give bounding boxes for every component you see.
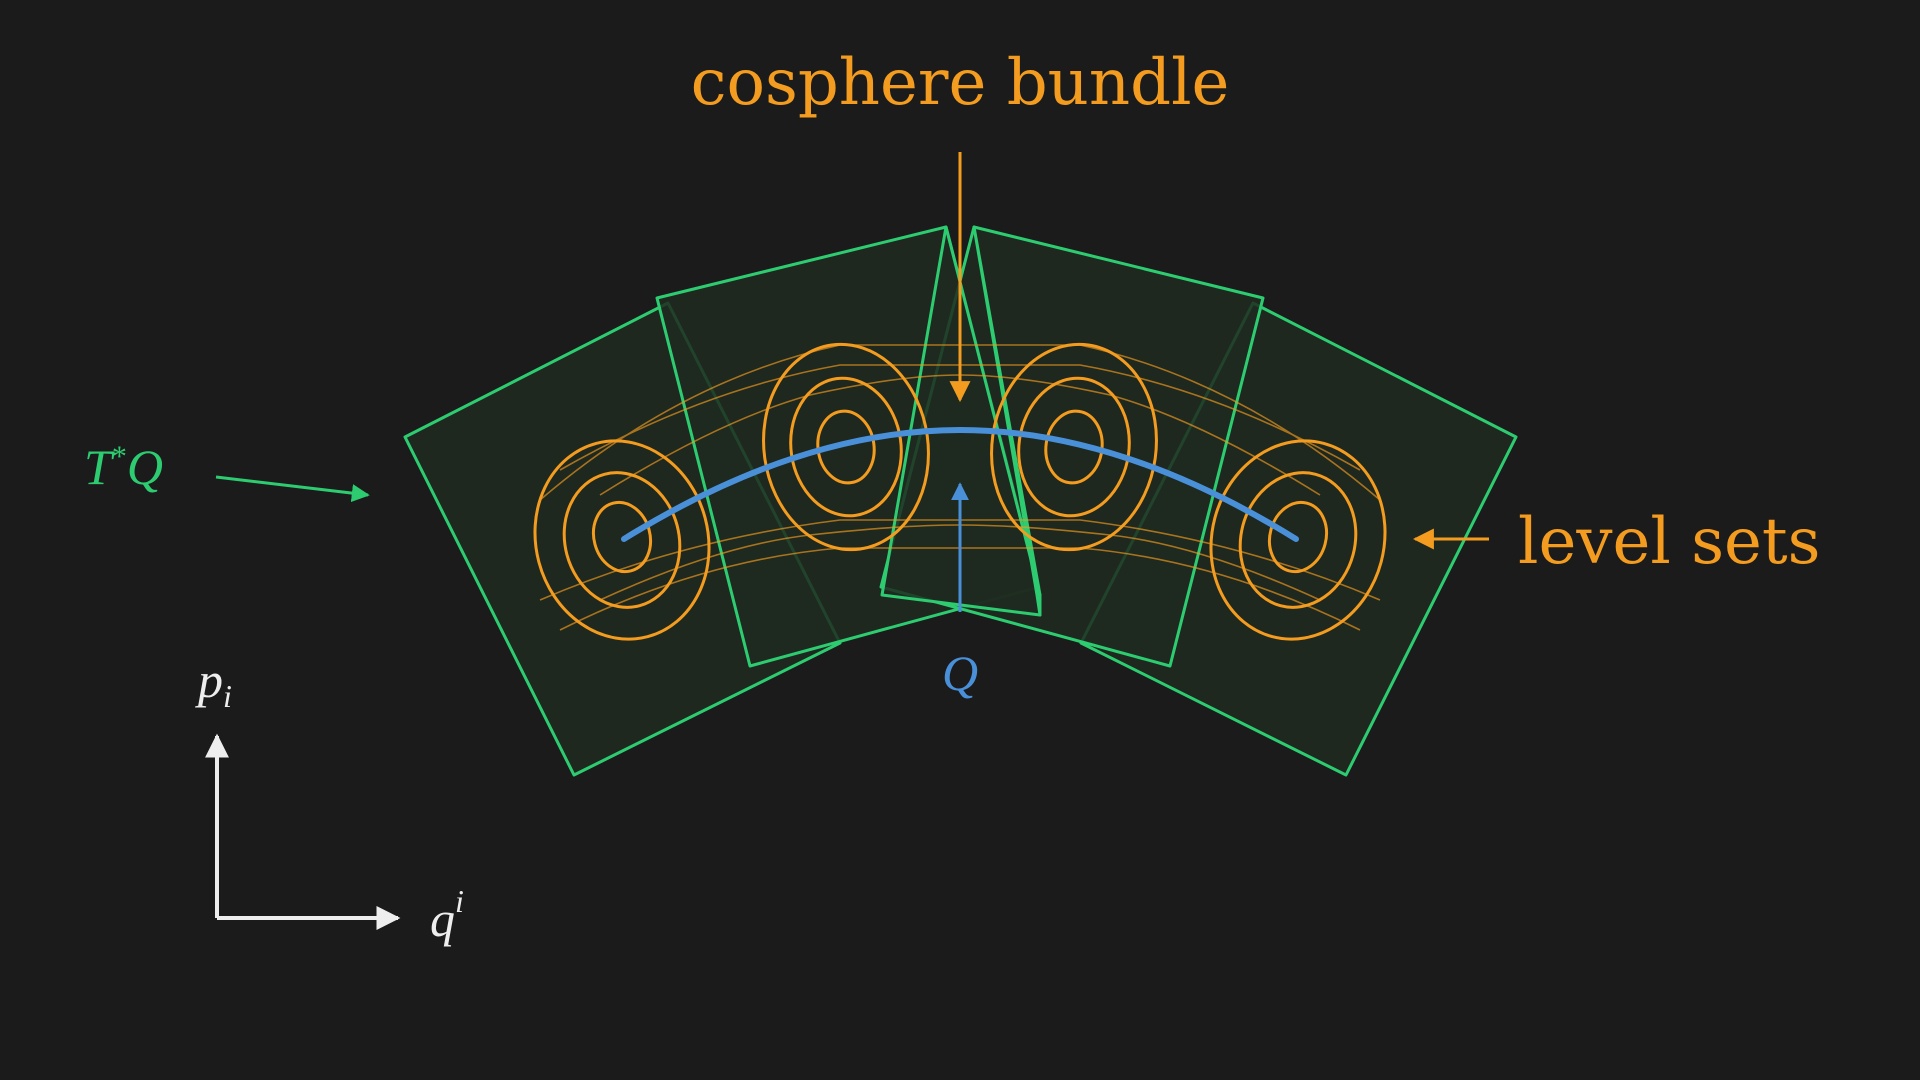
zero-section-label: Q: [942, 645, 978, 701]
cosphere-bundle-label: cosphere bundle: [691, 46, 1230, 120]
level-set-right-middle: [1238, 471, 1358, 609]
level-set-left-middle: [562, 471, 682, 609]
fiber-sheet-center-right: [972, 225, 1042, 617]
cotangent-bundle-label-Q: Q: [127, 439, 163, 495]
p-axis-label-symbol: p: [195, 652, 223, 708]
p-axis-label-index: i: [223, 678, 232, 714]
level-set-inner-right-outer: [990, 342, 1158, 552]
cotangent-bundle-arrow: [215, 475, 370, 503]
level-set-right-inner: [1267, 500, 1329, 574]
level-set-inner-left-middle: [789, 376, 903, 518]
level-set-inner-right-middle: [1017, 376, 1131, 518]
coordinate-axes: pi qi: [195, 652, 464, 947]
level-sets-label: level sets: [1518, 505, 1820, 579]
q-axis-label-index: i: [455, 883, 464, 919]
q-axis-label: qi: [430, 883, 464, 947]
zero-section-curve: [621, 426, 1299, 542]
cotangent-bundle-label-star: *: [112, 440, 127, 473]
p-axis-label: pi: [195, 652, 232, 714]
level-sets: [533, 342, 1387, 641]
cotangent-bundle-label: T*Q: [84, 439, 163, 495]
q-axis-label-symbol: q: [430, 891, 455, 947]
level-set-right-outer: [1209, 439, 1387, 641]
level-set-left-inner: [591, 500, 653, 574]
level-set-left-outer: [533, 439, 711, 641]
cotangent-bundle-label-T: T: [84, 439, 115, 495]
level-set-inner-left-outer: [762, 342, 930, 552]
